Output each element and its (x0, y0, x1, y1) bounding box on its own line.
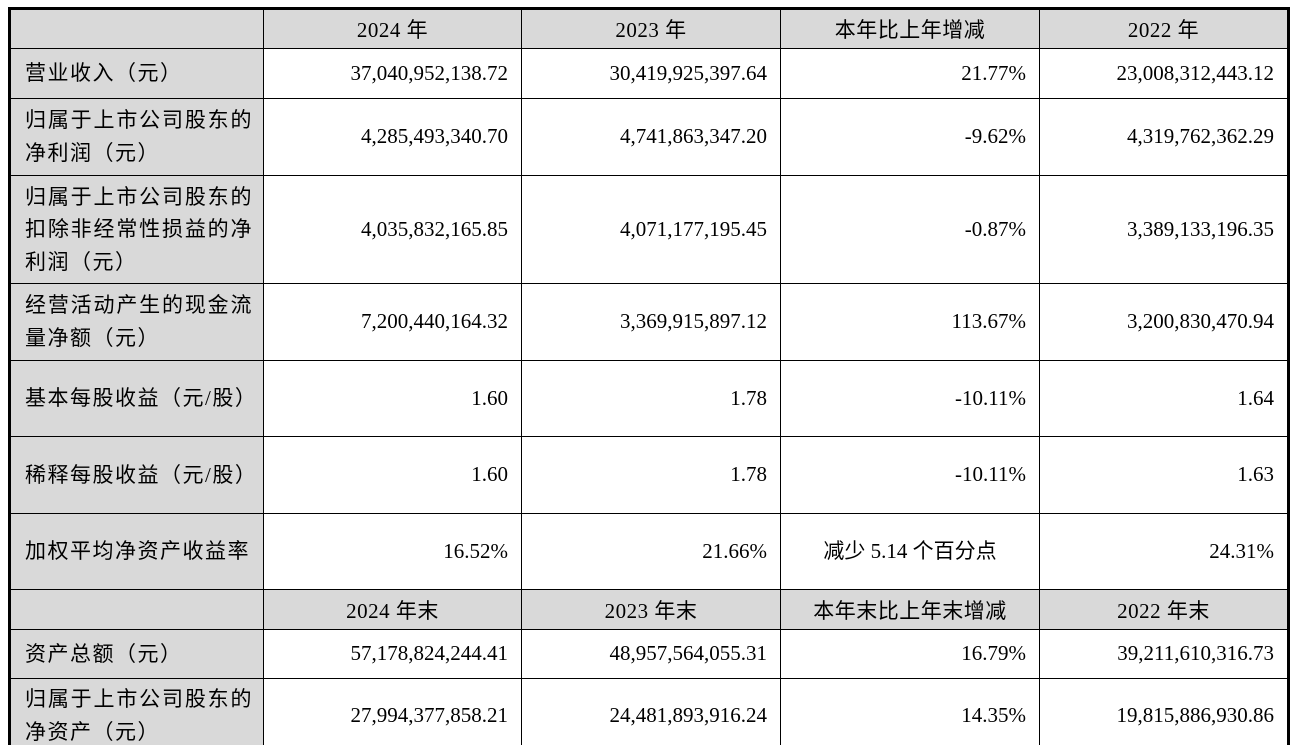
value-cell-2022: 4,319,762,362.29 (1039, 98, 1289, 176)
value-cell-2024: 4,285,493,340.70 (263, 98, 522, 176)
value-cell-2022: 1.63 (1039, 436, 1289, 514)
value-cell-2023: 3,369,915,897.12 (521, 283, 781, 361)
value-cell-2022: 1.64 (1039, 360, 1289, 437)
row-label-revenue: 营业收入（元） (9, 48, 264, 99)
corner-cell (9, 589, 264, 630)
value-cell-2023: 4,071,177,195.45 (521, 175, 781, 284)
column-header-2023: 2023 年 (521, 8, 781, 49)
row-label-operating-cash-flow: 经营活动产生的现金流量净额（元） (9, 283, 264, 361)
change-cell: 16.79% (780, 629, 1040, 679)
table-row-weighted-avg-roe: 加权平均净资产收益率 16.52% 21.66% 减少 5.14 个百分点 24… (9, 513, 1289, 590)
value-cell-2022: 23,008,312,443.12 (1039, 48, 1289, 99)
value-cell-2024: 1.60 (263, 436, 522, 514)
financial-summary-table: 2024 年 2023 年 本年比上年增减 2022 年 营业收入（元） 37,… (8, 7, 1290, 745)
row-label-diluted-eps: 稀释每股收益（元/股） (9, 436, 264, 514)
table-row-revenue: 营业收入（元） 37,040,952,138.72 30,419,925,397… (9, 48, 1289, 99)
table-row-total-assets: 资产总额（元） 57,178,824,244.41 48,957,564,055… (9, 629, 1289, 679)
value-cell-2023: 21.66% (521, 513, 781, 590)
column-header-yoy-change: 本年比上年增减 (780, 8, 1040, 49)
column-header-2022: 2022 年 (1039, 8, 1289, 49)
value-cell-2022: 3,200,830,470.94 (1039, 283, 1289, 361)
corner-cell (9, 8, 264, 49)
value-cell-2023: 1.78 (521, 360, 781, 437)
column-header-2024-end: 2024 年末 (263, 589, 522, 630)
value-cell-2024: 16.52% (263, 513, 522, 590)
table-row-period-end-header: 2024 年末 2023 年末 本年末比上年末增减 2022 年末 (9, 589, 1289, 630)
table-row-operating-cash-flow: 经营活动产生的现金流量净额（元） 7,200,440,164.32 3,369,… (9, 283, 1289, 361)
row-label-net-assets: 归属于上市公司股东的净资产（元） (9, 677, 264, 745)
value-cell-2023: 1.78 (521, 436, 781, 514)
value-cell-2023: 4,741,863,347.20 (521, 98, 781, 176)
table-row-basic-eps: 基本每股收益（元/股） 1.60 1.78 -10.11% 1.64 (9, 360, 1289, 437)
value-cell-2024: 7,200,440,164.32 (263, 283, 522, 361)
row-label-total-assets: 资产总额（元） (9, 629, 264, 679)
table-row-diluted-eps: 稀释每股收益（元/股） 1.60 1.78 -10.11% 1.63 (9, 436, 1289, 514)
table-row-net-assets: 归属于上市公司股东的净资产（元） 27,994,377,858.21 24,48… (9, 677, 1289, 745)
row-label-basic-eps: 基本每股收益（元/股） (9, 360, 264, 437)
change-cell: 21.77% (780, 48, 1040, 99)
table-row-period-header: 2024 年 2023 年 本年比上年增减 2022 年 (9, 8, 1289, 49)
value-cell-2022: 24.31% (1039, 513, 1289, 590)
value-cell-2024: 57,178,824,244.41 (263, 629, 522, 679)
row-label-net-profit-excl-nonrecurring: 归属于上市公司股东的扣除非经常性损益的净利润（元） (9, 175, 264, 284)
value-cell-2023: 30,419,925,397.64 (521, 48, 781, 99)
row-label-net-profit: 归属于上市公司股东的净利润（元） (9, 98, 264, 176)
row-label-weighted-avg-roe: 加权平均净资产收益率 (9, 513, 264, 590)
change-cell: -0.87% (780, 175, 1040, 284)
change-cell: -10.11% (780, 436, 1040, 514)
change-cell: 14.35% (780, 677, 1040, 745)
value-cell-2022: 3,389,133,196.35 (1039, 175, 1289, 284)
value-cell-2024: 4,035,832,165.85 (263, 175, 522, 284)
value-cell-2023: 24,481,893,916.24 (521, 677, 781, 745)
change-cell: -10.11% (780, 360, 1040, 437)
value-cell-2024: 37,040,952,138.72 (263, 48, 522, 99)
column-header-2022-end: 2022 年末 (1039, 589, 1289, 630)
value-cell-2024: 1.60 (263, 360, 522, 437)
value-cell-2023: 48,957,564,055.31 (521, 629, 781, 679)
column-header-2024: 2024 年 (263, 8, 522, 49)
column-header-2023-end: 2023 年末 (521, 589, 781, 630)
change-cell: -9.62% (780, 98, 1040, 176)
change-cell: 减少 5.14 个百分点 (780, 513, 1040, 590)
table-row-net-profit-excl-nonrecurring: 归属于上市公司股东的扣除非经常性损益的净利润（元） 4,035,832,165.… (9, 175, 1289, 284)
table-row-net-profit: 归属于上市公司股东的净利润（元） 4,285,493,340.70 4,741,… (9, 98, 1289, 176)
value-cell-2022: 39,211,610,316.73 (1039, 629, 1289, 679)
change-cell: 113.67% (780, 283, 1040, 361)
value-cell-2022: 19,815,886,930.86 (1039, 677, 1289, 745)
column-header-end-yoy-change: 本年末比上年末增减 (780, 589, 1040, 630)
value-cell-2024: 27,994,377,858.21 (263, 677, 522, 745)
